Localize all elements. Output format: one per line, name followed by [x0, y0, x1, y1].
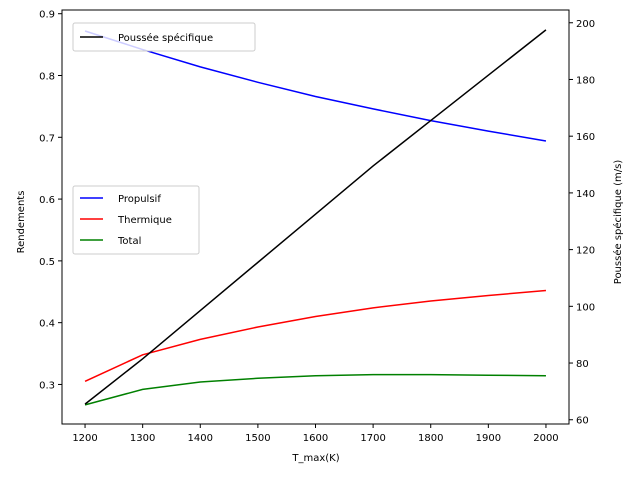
x-tick-label: 1200 [72, 433, 97, 444]
y-left-tick-label: 0.9 [39, 10, 55, 21]
y-left-tick-label: 0.4 [39, 319, 55, 330]
x-axis: 1200 1300 1400 1500 1600 1700 1800 1900 2000 [72, 424, 559, 444]
legend-primary-box [72, 185, 200, 255]
legend-primary: Propulsif Thermique Total [72, 185, 200, 255]
x-tick-label: 1400 [188, 433, 213, 444]
plot-lines [84, 29, 547, 406]
legend-label-thermique: Thermique [117, 215, 172, 226]
x-axis-label: T_max(K) [291, 453, 339, 464]
legend-secondary: Poussée spécifique [72, 22, 256, 52]
y-right-tick-label: 80 [576, 359, 589, 370]
y-right-tick-label: 120 [576, 246, 595, 257]
x-tick-label: 1300 [130, 433, 155, 444]
x-tick-label: 1800 [418, 433, 443, 444]
y-left-tick-label: 0.8 [39, 71, 55, 82]
y-right-tick-label: 160 [576, 132, 595, 143]
y-left-tick-label: 0.6 [39, 195, 55, 206]
y-right-tick-label: 200 [576, 19, 595, 30]
x-tick-label: 1900 [476, 433, 501, 444]
y-axis-right-label: Poussée spécifique (m/s) [612, 160, 624, 285]
x-tick-label: 2000 [533, 433, 558, 444]
series-line-poussee-specifique [84, 29, 547, 405]
x-tick-label: 1500 [245, 433, 270, 444]
y-axis-left: 0.3 0.4 0.5 0.6 0.7 0.8 0.9 [39, 10, 62, 391]
legend-secondary-box [72, 22, 256, 52]
y-axis-left-label: Rendements [16, 191, 27, 254]
y-right-tick-label: 140 [576, 189, 595, 200]
y-right-tick-label: 60 [576, 416, 589, 427]
series-line-total [84, 373, 546, 406]
y-right-tick-label: 180 [576, 75, 595, 86]
series-line-thermique [84, 289, 547, 383]
y-axis-right: 60 80 100 120 140 160 180 200 [569, 19, 595, 427]
y-left-tick-label: 0.3 [39, 380, 55, 391]
series-line-propulsif [84, 30, 547, 142]
legend-label-total: Total [117, 236, 141, 247]
y-left-tick-label: 0.7 [39, 133, 55, 144]
x-tick-label: 1600 [303, 433, 328, 444]
y-right-tick-label: 100 [576, 302, 595, 313]
y-left-tick-label: 0.5 [39, 257, 55, 268]
legend-label-poussee: Poussée spécifique [118, 32, 213, 44]
legend-label-propulsif: Propulsif [118, 194, 161, 205]
x-tick-label: 1700 [360, 433, 385, 444]
